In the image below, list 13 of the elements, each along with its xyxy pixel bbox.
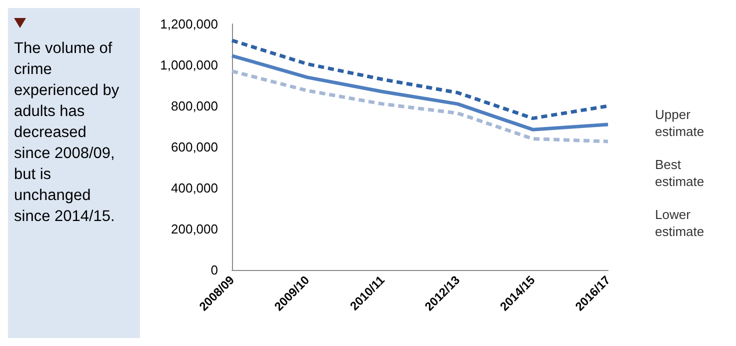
y-tick-label: 400,000 <box>171 180 218 196</box>
text: Lower estimate <box>655 207 704 239</box>
line-series <box>230 54 610 132</box>
text: The volume of crime experienced by adults has decreased since 2008/09, but is unchanged since 2014/15. <box>14 40 120 225</box>
y-tick-label: 1,200,000 <box>160 16 218 32</box>
text: Upper estimate <box>655 107 704 139</box>
text: Best estimate <box>655 157 704 189</box>
y-tick-label: 0 <box>210 262 218 278</box>
y-tick-label: 600,000 <box>171 140 218 154</box>
y-tick-label: 200,000 <box>171 222 218 236</box>
y-tick-label: 1,000,000 <box>160 58 218 72</box>
line-series <box>230 69 610 144</box>
y-tick-label: 800,000 <box>171 98 218 114</box>
